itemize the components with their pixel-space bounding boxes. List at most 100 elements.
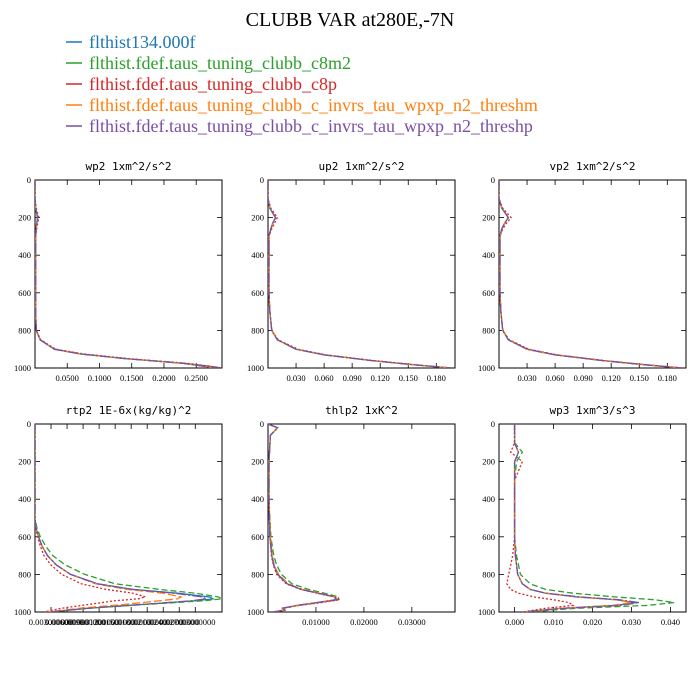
series-line (35, 180, 216, 368)
x-tick-label: 0.1500 (120, 373, 143, 383)
x-tick-label: 0.000 (505, 617, 524, 627)
x-tick-label: 0.01200000 (79, 617, 119, 627)
y-tick-label: 400 (18, 250, 31, 260)
legend-label: flthist.fdef.taus_tuning_clubb_c8m2 (89, 53, 351, 73)
y-tick-label: 600 (251, 288, 264, 298)
y-tick-label: 800 (251, 325, 264, 335)
legend-entry: flthist.fdef.taus_tuning_clubb_c8p (66, 74, 337, 94)
series-group (506, 424, 675, 612)
chart-panel: up2 1xm^2/s^2 0 200 400 600 800 1000 0.030 0.060… (247, 160, 456, 383)
y-tick-label: 0 (260, 419, 264, 429)
series-line (268, 180, 451, 368)
chart-panel: wp3 1xm^3/s^3 0 200 400 600 800 1000 0.000 0.010… (478, 404, 687, 627)
series-line (35, 180, 222, 368)
panels: wp2 1xm^2/s^2 0 200 400 600 800 1000 0.0500 0.10… (14, 160, 687, 627)
x-tick-label: 0.02400000 (143, 617, 183, 627)
y-tick-label: 1000 (14, 363, 31, 373)
x-tick-label: 0.150 (630, 373, 649, 383)
series-line (35, 180, 216, 368)
y-tick-label: 600 (18, 288, 31, 298)
y-tick-label: 200 (482, 213, 495, 223)
x-tick-label: 0.120 (602, 373, 621, 383)
y-tick-label: 600 (482, 288, 495, 298)
chart-panel: wp2 1xm^2/s^2 0 200 400 600 800 1000 0.0500 0.10… (14, 160, 223, 383)
series-line (35, 180, 222, 368)
panel-title: thlp2 1xK^2 (325, 404, 398, 417)
x-tick-label: 0.010 (544, 617, 563, 627)
panel-title: rtp2 1E-6x(kg/kg)^2 (66, 404, 192, 417)
series-line (268, 180, 451, 368)
legend-entry: flthist.fdef.taus_tuning_clubb_c_invrs_t… (66, 95, 538, 115)
series-group (35, 180, 222, 368)
x-tick-label: 0.009000000 (61, 617, 106, 627)
x-tick-label: 0.0500 (56, 373, 79, 383)
series-line (513, 424, 640, 612)
x-tick-label: 0.040 (661, 617, 680, 627)
chart-panel: rtp2 1E-6x(kg/kg)^2020040060080010000.00… (14, 404, 223, 627)
x-tick-label: 0.02700000 (159, 617, 199, 627)
x-tick-label: 0.03000000 (175, 617, 215, 627)
y-tick-label: 1000 (247, 363, 264, 373)
legend-entry: flthist.fdef.taus_tuning_clubb_c8m2 (66, 53, 351, 73)
y-tick-label: 200 (251, 213, 264, 223)
series-line (499, 180, 682, 368)
plot-frame (267, 179, 456, 369)
y-tick-label: 200 (251, 457, 264, 467)
series-line (268, 180, 451, 368)
y-tick-label: 800 (482, 325, 495, 335)
series-line (268, 180, 453, 368)
x-tick-label: 0.02000 (350, 617, 378, 627)
y-tick-label: 800 (18, 569, 31, 579)
panel-title: up2 1xm^2/s^2 (318, 160, 404, 173)
x-tick-label: 0.1000 (88, 373, 111, 383)
panel-title: wp3 1xm^3/s^3 (549, 404, 635, 417)
legend-label: flthist.fdef.taus_tuning_clubb_c_invrs_t… (89, 116, 533, 136)
x-tick-label: 0.2500 (185, 373, 208, 383)
y-tick-label: 200 (18, 213, 31, 223)
x-tick-label: 0.030 (517, 373, 536, 383)
series-line (499, 180, 682, 368)
y-tick-label: 600 (18, 532, 31, 542)
y-tick-label: 800 (251, 569, 264, 579)
x-tick-label: 0.090 (343, 373, 362, 383)
plot-frame (34, 179, 223, 369)
y-tick-label: 400 (482, 250, 495, 260)
x-tick-label: 0.180 (427, 373, 446, 383)
x-tick-label: 0.2000 (152, 373, 175, 383)
y-tick-label: 1000 (478, 607, 495, 617)
series-group (268, 180, 453, 368)
y-tick-label: 0 (27, 419, 31, 429)
series-group (499, 180, 684, 368)
series-line (268, 424, 338, 612)
x-tick-label: 0.090 (574, 373, 593, 383)
x-tick-label: 0.003000000 (29, 617, 74, 627)
y-tick-label: 600 (251, 532, 264, 542)
y-tick-label: 1000 (14, 607, 31, 617)
x-tick-label: 0.060 (315, 373, 334, 383)
y-tick-label: 800 (482, 569, 495, 579)
x-tick-label: 0.060 (546, 373, 565, 383)
series-line (499, 180, 682, 368)
series-line (268, 424, 337, 612)
series-line (268, 424, 340, 612)
series-line (35, 424, 148, 612)
chart-panel: thlp2 1xK^2 0 200 400 600 800 1000 0.01000 0.020… (247, 404, 456, 627)
series-line (35, 180, 216, 368)
x-tick-label: 0.01500000 (95, 617, 135, 627)
series-line (35, 424, 222, 612)
legend-entry: flthist.fdef.taus_tuning_clubb_c_invrs_t… (66, 116, 533, 136)
y-tick-label: 0 (491, 419, 495, 429)
x-tick-label: 0.150 (399, 373, 418, 383)
y-tick-label: 400 (18, 494, 31, 504)
legend-label: flthist.fdef.taus_tuning_clubb_c_invrs_t… (89, 95, 538, 115)
x-tick-label: 0.02100000 (127, 617, 167, 627)
y-tick-label: 400 (251, 494, 264, 504)
legend: flthist134.000fflthist.fdef.taus_tuning_… (66, 32, 538, 136)
series-line (268, 424, 336, 612)
y-tick-label: 0 (260, 175, 264, 185)
series-line (35, 424, 216, 612)
series-line (513, 424, 675, 612)
x-tick-label: 0.120 (371, 373, 390, 383)
figure-title: CLUBB VAR at280E,-7N (246, 9, 455, 31)
